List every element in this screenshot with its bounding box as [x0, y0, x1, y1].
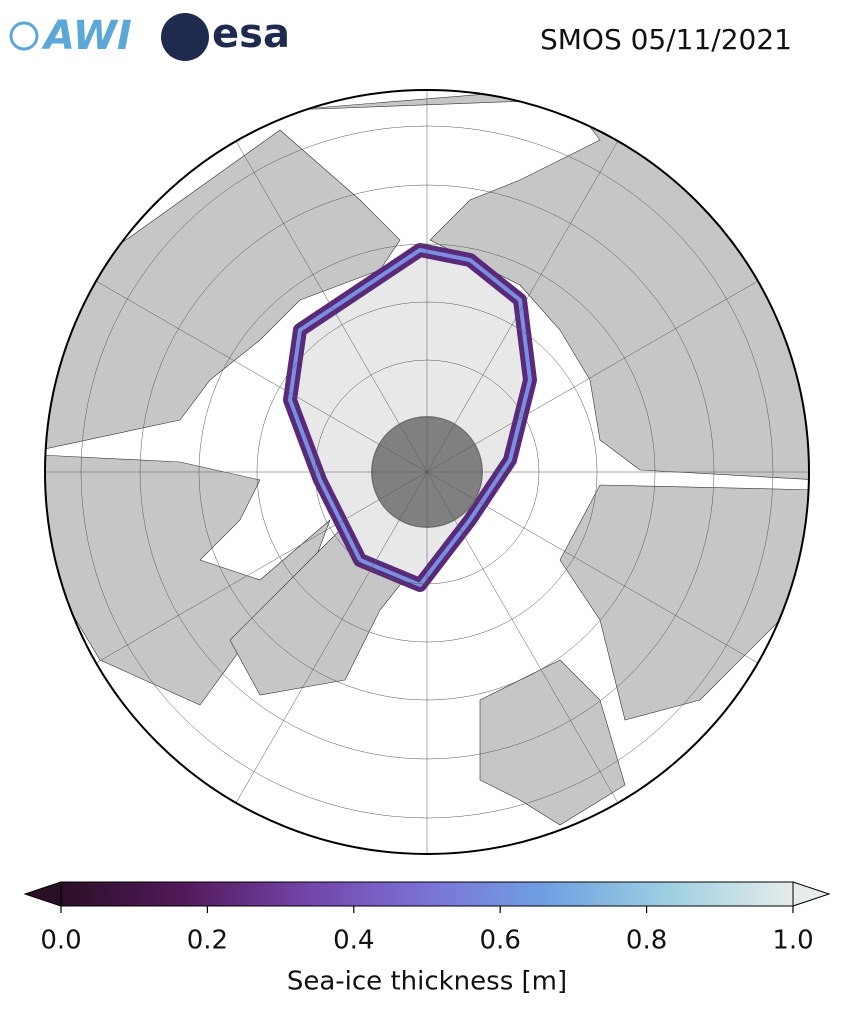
awi-icon: [9, 21, 39, 51]
colorbar-tick-label: 0.0: [40, 926, 81, 956]
colorbar-tick-label: 1.0: [772, 926, 813, 956]
colorbar-tick-label: 0.6: [480, 926, 521, 956]
colorbar-extend-high: [792, 881, 831, 907]
colorbar-extend-low: [23, 881, 62, 907]
map-border: [44, 89, 810, 855]
title: SMOS 05/11/2021: [540, 23, 792, 56]
esa-logo: esa: [212, 11, 290, 57]
colorbar: 0.0 0.2 0.4 0.6 0.8 1.0: [23, 881, 831, 956]
logos: AWI esa: [9, 11, 290, 61]
colorbar-label: Sea-ice thickness [m]: [287, 967, 567, 997]
colorbar-gradient: [60, 881, 794, 907]
colorbar-tick-label: 0.8: [626, 926, 667, 956]
map: [45, 90, 809, 854]
esa-icon: [161, 13, 209, 61]
colorbar-tick-label: 0.2: [187, 926, 228, 956]
awi-logo: AWI: [41, 13, 132, 59]
graticule: [45, 90, 809, 854]
colorbar-tick-label: 0.4: [333, 926, 374, 956]
